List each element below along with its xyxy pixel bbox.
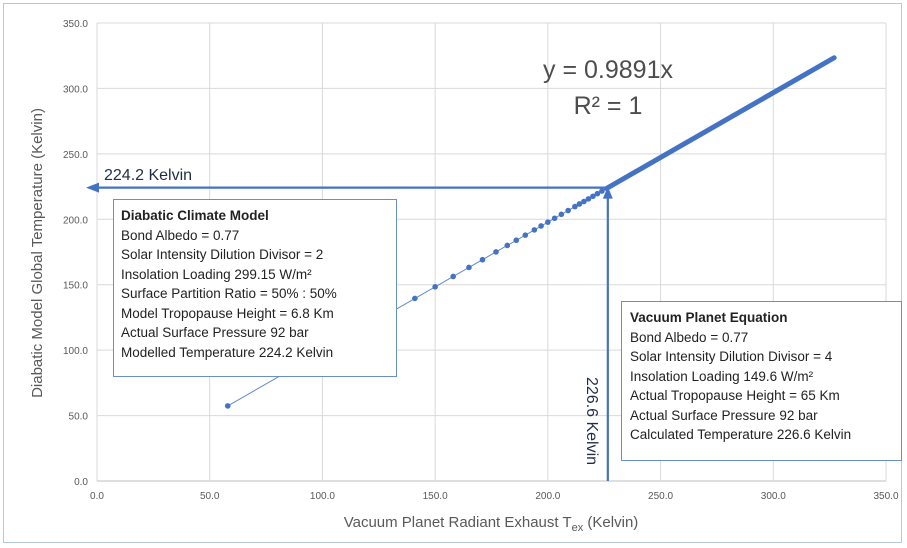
data-point (493, 249, 499, 255)
y-tick-label: 200.0 (63, 215, 88, 226)
data-point (412, 295, 418, 302)
data-point (545, 219, 551, 225)
data-point (432, 284, 438, 290)
diabatic-box-title: Diabatic Climate Model (121, 208, 269, 223)
r-squared-label: R² = 1 (574, 92, 643, 120)
diabatic-box-line: Solar Intensity Dilution Divisor = 2 (121, 247, 324, 262)
y-axis-title: Diabatic Model Global Temperature (Kelvi… (29, 108, 46, 398)
data-point (585, 196, 592, 202)
vacuum-planet-box: Vacuum Planet Equation Bond Albedo = 0.7… (621, 301, 902, 461)
diabatic-model-box: Diabatic Climate Model Bond Albedo = 0.7… (113, 199, 397, 377)
data-point (558, 211, 565, 218)
vacuum-box-line: Actual Surface Pressure 92 bar (630, 407, 818, 423)
x-tick-label: 200.0 (535, 491, 560, 502)
vacuum-box-line: Solar Intensity Dilution Divisor = 4 (630, 349, 833, 364)
x-tick-label: 0.0 (90, 491, 104, 502)
trendline-equation: y = 0.9891x (543, 56, 673, 84)
x-tick-label: 250.0 (648, 491, 673, 502)
diabatic-box-line: Model Tropopause Height = 6.8 Km (121, 305, 334, 321)
y-tick-label: 250.0 (63, 150, 88, 161)
vacuum-box-line: Insolation Loading 149.6 W/m² (630, 368, 814, 384)
y-tick-label: 50.0 (69, 412, 89, 423)
y-tick-label: 100.0 (63, 346, 88, 357)
y-tick-label: 350.0 (63, 19, 88, 30)
data-point (522, 232, 529, 238)
diabatic-box-line: Insolation Loading 299.15 W/m² (121, 266, 312, 282)
x-tick-label: 300.0 (761, 491, 786, 502)
x-axis-title-main: Vacuum Planet Radiant Exhaust T (344, 514, 572, 531)
vertical-arrowhead (602, 186, 613, 199)
vacuum-box-line: Actual Tropopause Height = 65 Km (630, 388, 840, 403)
data-point (538, 223, 544, 229)
dense-data-points (603, 55, 837, 191)
data-point (450, 273, 456, 280)
data-point (590, 193, 596, 200)
horizontal-arrowhead (86, 182, 99, 193)
data-points (224, 55, 837, 409)
diabatic-box-line: Modelled Temperature 224.2 Kelvin (121, 344, 334, 360)
data-point (224, 403, 231, 409)
data-point (565, 207, 571, 214)
data-point (576, 201, 583, 207)
diabatic-box-line: Actual Surface Pressure 92 bar (121, 325, 309, 340)
vacuum-box-title: Vacuum Planet Equation (630, 310, 788, 325)
x-tick-label: 350.0 (873, 491, 898, 502)
horizontal-marker-label: 224.2 Kelvin (104, 167, 192, 184)
data-point (513, 237, 520, 244)
x-tick-label: 150.0 (423, 491, 448, 502)
diabatic-box-line: Bond Albedo = 0.77 (121, 227, 240, 243)
data-point (531, 227, 538, 233)
diabatic-box-line: Surface Partition Ratio = 50% : 50% (121, 286, 337, 301)
data-point (594, 190, 601, 197)
y-tick-label: 150.0 (63, 281, 88, 292)
vertical-marker-label: 226.6 Kelvin (583, 377, 600, 465)
x-axis-title: Vacuum Planet Radiant Exhaust Tex (Kelvi… (344, 514, 639, 534)
data-point (581, 198, 587, 205)
x-tick-label: 50.0 (200, 491, 220, 502)
x-axis-title-subscript: ex (572, 522, 584, 534)
data-point (479, 256, 486, 263)
tick-labels: 0.0 50.0 100.0 150.0 200.0 250.0 300.0 350.0 0.0… (63, 19, 899, 502)
marker-lines (86, 182, 613, 481)
chart-frame (3, 3, 902, 543)
data-point (551, 215, 558, 222)
x-tick-label: 100.0 (310, 491, 335, 502)
data-point (599, 188, 605, 194)
data-point (504, 242, 511, 249)
y-tick-label: 0.0 (74, 477, 88, 488)
vacuum-box-line: Calculated Temperature 226.6 Kelvin (630, 427, 852, 442)
x-axis-title-unit: (Kelvin) (583, 514, 638, 531)
data-point (572, 203, 578, 210)
vacuum-box-line: Bond Albedo = 0.77 (630, 329, 749, 345)
y-tick-label: 300.0 (63, 84, 88, 95)
data-point (466, 264, 472, 271)
